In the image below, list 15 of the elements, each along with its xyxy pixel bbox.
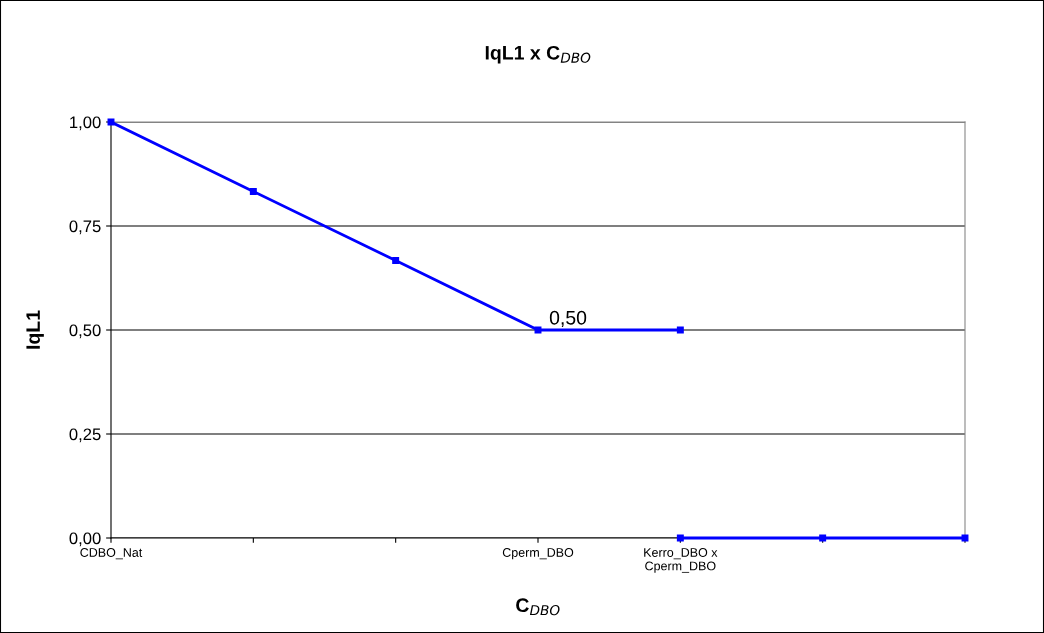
- x-tick-label: CDBO_Nat: [80, 548, 143, 560]
- y-tick-label: 1,00: [70, 116, 101, 131]
- y-tick-label: 0,75: [69, 220, 101, 235]
- y-tick-label: 0,25: [69, 428, 101, 443]
- y-axis-title: IqL1: [26, 310, 44, 349]
- point: [676, 326, 684, 334]
- chart-title: IqL1 x C$_{DBO}$: [485, 45, 591, 64]
- x-tick-label: Kerro_DBO x Cperm_DBO: [644, 548, 718, 573]
- annotation: 0,50: [549, 310, 587, 327]
- x-axis-title: C$_{DBO}$: [516, 598, 560, 616]
- y-tick-label: 0,00: [69, 532, 101, 547]
- x-tick-label: Cperm_DBO: [502, 548, 574, 560]
- y-tick-label: 0,50: [69, 324, 101, 339]
- point: [392, 257, 400, 265]
- point: [249, 187, 257, 195]
